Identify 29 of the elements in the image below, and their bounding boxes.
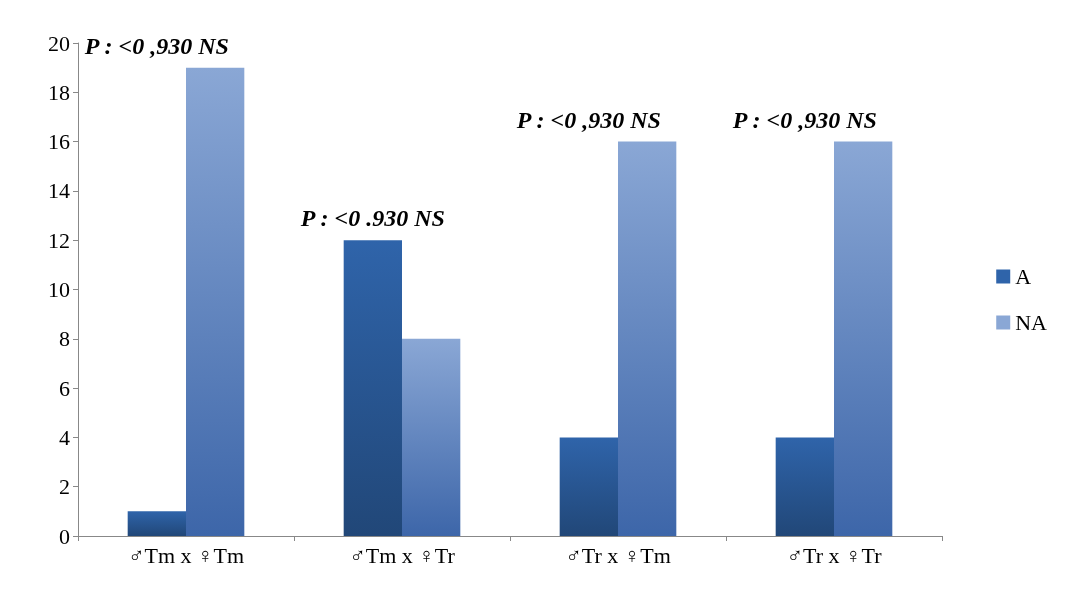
bar bbox=[343, 240, 402, 536]
x-tick-label: ♂Tm x ♀Tr bbox=[349, 542, 456, 568]
bar bbox=[127, 511, 186, 536]
y-tick-label: 12 bbox=[48, 227, 70, 253]
bar bbox=[775, 437, 834, 536]
bar bbox=[559, 437, 618, 536]
y-tick-label: 0 bbox=[59, 523, 70, 549]
y-tick-label: 16 bbox=[48, 129, 70, 155]
annotation: P : <0 ,930 NS bbox=[83, 32, 229, 59]
annotation: P : <0 ,930 NS bbox=[515, 106, 661, 133]
bar bbox=[618, 141, 677, 536]
bar bbox=[402, 338, 461, 536]
y-tick-label: 6 bbox=[59, 375, 70, 401]
y-tick-label: 14 bbox=[48, 178, 70, 204]
x-tick-label: ♂Tr x ♀Tm bbox=[565, 542, 671, 568]
y-tick-label: 18 bbox=[48, 79, 70, 105]
x-tick-label: ♂Tm x ♀Tm bbox=[127, 542, 245, 568]
y-tick-label: 20 bbox=[48, 30, 70, 56]
y-tick-label: 2 bbox=[59, 474, 70, 500]
y-tick-label: 4 bbox=[59, 424, 70, 450]
annotation: P : <0 ,930 NS bbox=[731, 106, 877, 133]
legend-label: NA bbox=[1015, 310, 1048, 335]
legend-label: A bbox=[1015, 264, 1032, 289]
bar bbox=[186, 67, 245, 536]
annotation: P : <0 .930 NS bbox=[299, 205, 445, 232]
bar bbox=[834, 141, 893, 536]
x-tick-label: ♂Tr x ♀Tr bbox=[786, 542, 883, 568]
y-tick-label: 10 bbox=[48, 277, 70, 302]
y-tick-label: 8 bbox=[59, 326, 70, 352]
